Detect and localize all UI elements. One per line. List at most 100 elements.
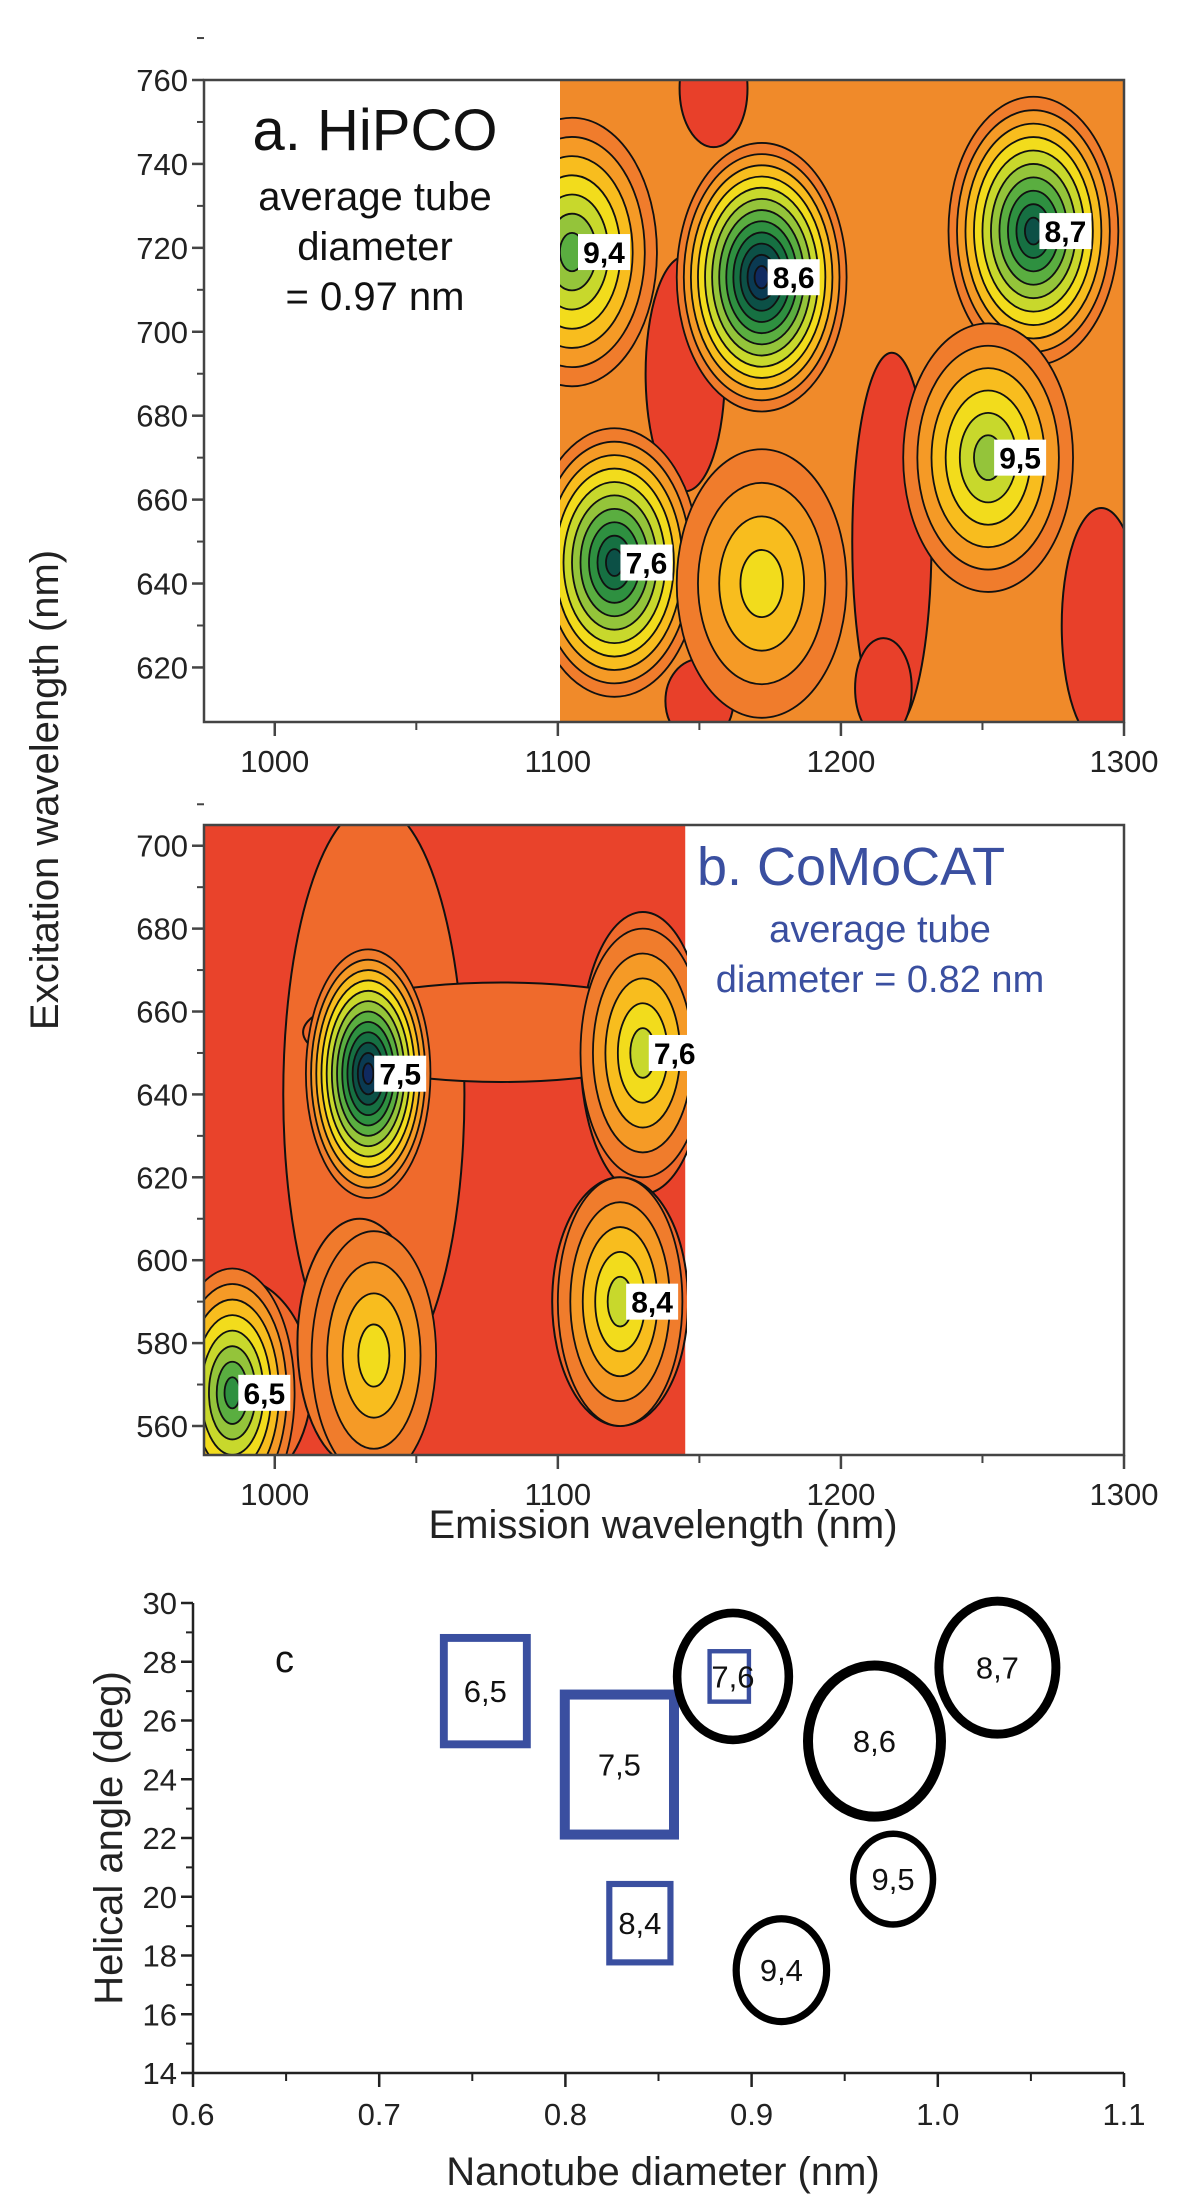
y-tick-label: 640 [136, 567, 188, 602]
y-tick-label: 640 [136, 1077, 188, 1112]
x-axis-label-diameter: Nanotube diameter (nm) [446, 2150, 880, 2194]
x-tick-label: 1100 [525, 744, 592, 779]
peak-label-box [626, 1283, 679, 1320]
peak-label-box [374, 1055, 427, 1092]
circle-marker [732, 1915, 831, 2026]
panel-a-subtitle-3: = 0.97 nm [285, 275, 464, 319]
peak-label: 9,5 [999, 443, 1041, 476]
contour-region [678, 80, 749, 149]
y-tick-label: 680 [136, 912, 188, 947]
y-tick-label: 28 [143, 1645, 177, 1680]
y-tick-label: 740 [136, 147, 188, 182]
peak-label-box [620, 544, 673, 581]
panel-a-subtitle-1: average tube [258, 175, 492, 219]
peak-label-box [578, 234, 630, 271]
circle-marker [934, 1596, 1061, 1739]
peak-label-box [1039, 213, 1092, 250]
panel-c-scatter: 14 16 18 20 22 24 26 28 30 0.6 0.7 0.8 0.9 1.0 1.1 6,5 7… [143, 1586, 1146, 2132]
peak-label-box [648, 1034, 701, 1071]
y-tick-label: 16 [143, 1997, 177, 2032]
y-tick-label: 620 [136, 650, 188, 685]
panel-a-hipco: 9,4 8,6 8,7 9,5 7,6 620 640 660 680 700 720 740 760 1… [136, 37, 1159, 779]
contour-line [605, 548, 624, 577]
x-tick-label: 1300 [1090, 1477, 1159, 1512]
peak-label: 8,6 [773, 262, 815, 295]
contour-line [362, 1062, 375, 1085]
x-tick-label: 1.1 [1102, 2097, 1145, 2132]
panel-b-title: b. CoMoCAT [697, 837, 1005, 897]
point-label: 6,5 [464, 1674, 507, 1709]
square-marker [559, 1689, 679, 1840]
y-tick-label: 24 [143, 1762, 177, 1797]
peak-label-box [238, 1374, 291, 1411]
peak-label: 6,5 [243, 1378, 285, 1411]
contour-region [854, 637, 913, 722]
panel-b-comocat: 7,5 7,6 8,4 6,5 560 580 600 620 640 660 680 700 1000… [136, 803, 1159, 1512]
point-label: 9,5 [872, 1862, 915, 1897]
circle-marker [802, 1660, 946, 1822]
contour-line [739, 549, 784, 618]
y-tick-label: 700 [136, 315, 188, 350]
y-tick-label: 22 [143, 1821, 177, 1856]
y-tick-label: 660 [136, 483, 188, 518]
x-tick-label: 1000 [240, 744, 309, 779]
contour-map [204, 825, 687, 1455]
y-tick-label: 620 [136, 1160, 188, 1195]
point-label: 8,4 [618, 1906, 661, 1941]
contour-line [753, 265, 770, 290]
circle-marker [849, 1830, 937, 1928]
y-tick-label: 720 [136, 231, 188, 266]
x-tick-label: 1.0 [916, 2097, 959, 2132]
y-tick-label: 30 [143, 1586, 177, 1621]
square-marker [707, 1649, 752, 1704]
x-tick-label: 1300 [1090, 744, 1159, 779]
panel-b-subtitle-2: diameter = 0.82 nm [716, 959, 1044, 1001]
plot-frame [202, 823, 1126, 1457]
circle-marker [672, 1608, 794, 1745]
y-tick-label: 660 [136, 995, 188, 1030]
contour-line [1024, 216, 1043, 246]
peak-label-box [767, 259, 820, 296]
square-marker [439, 1633, 531, 1749]
peak-label: 7,6 [654, 1038, 696, 1071]
peak-label: 7,5 [379, 1059, 421, 1092]
y-tick-label: 680 [136, 399, 188, 434]
point-label: 8,7 [976, 1651, 1019, 1686]
panel-a-subtitle-2: diameter [297, 225, 453, 269]
y-tick-label: 760 [136, 63, 188, 98]
point-label: 8,6 [853, 1724, 896, 1759]
y-tick-label: 700 [136, 829, 188, 864]
y-tick-label: 14 [143, 2056, 177, 2091]
x-tick-label: 1000 [240, 1477, 309, 1512]
y-tick-label: 20 [143, 1880, 177, 1915]
y-tick-label: 560 [136, 1409, 188, 1444]
point-label: 9,4 [760, 1953, 803, 1988]
panel-a-title: a. HiPCO [253, 98, 498, 163]
contour-line [223, 1376, 241, 1410]
square-marker [606, 1880, 674, 1966]
y-axis-label-excitation: Excitation wavelength (nm) [23, 550, 67, 1030]
contour-map [560, 80, 1124, 722]
x-tick-label: 1100 [525, 1477, 592, 1512]
x-tick-label: 1200 [806, 1477, 875, 1512]
peak-label: 9,4 [583, 237, 625, 270]
plot-frame [202, 78, 1126, 724]
y-tick-label: 26 [143, 1704, 177, 1739]
peak-label: 8,7 [1045, 216, 1087, 249]
y-tick-label: 580 [136, 1326, 188, 1361]
y-tick-label: 600 [136, 1243, 188, 1278]
x-tick-label: 0.9 [730, 2097, 773, 2132]
x-tick-label: 0.6 [171, 2097, 214, 2132]
x-axis-label-emission: Emission wavelength (nm) [428, 1503, 897, 1547]
x-tick-label: 1200 [806, 744, 875, 779]
y-tick-label: 18 [143, 1939, 177, 1974]
contour-region [1060, 507, 1124, 722]
point-label: 7,5 [598, 1748, 641, 1783]
x-tick-label: 0.7 [358, 2097, 401, 2132]
point-label: 7,6 [711, 1659, 754, 1694]
peak-label-box [994, 439, 1047, 476]
y-axis-label-helical: Helical angle (deg) [87, 1671, 131, 2005]
contour-line [357, 1323, 391, 1388]
peak-label: 8,4 [631, 1287, 673, 1320]
